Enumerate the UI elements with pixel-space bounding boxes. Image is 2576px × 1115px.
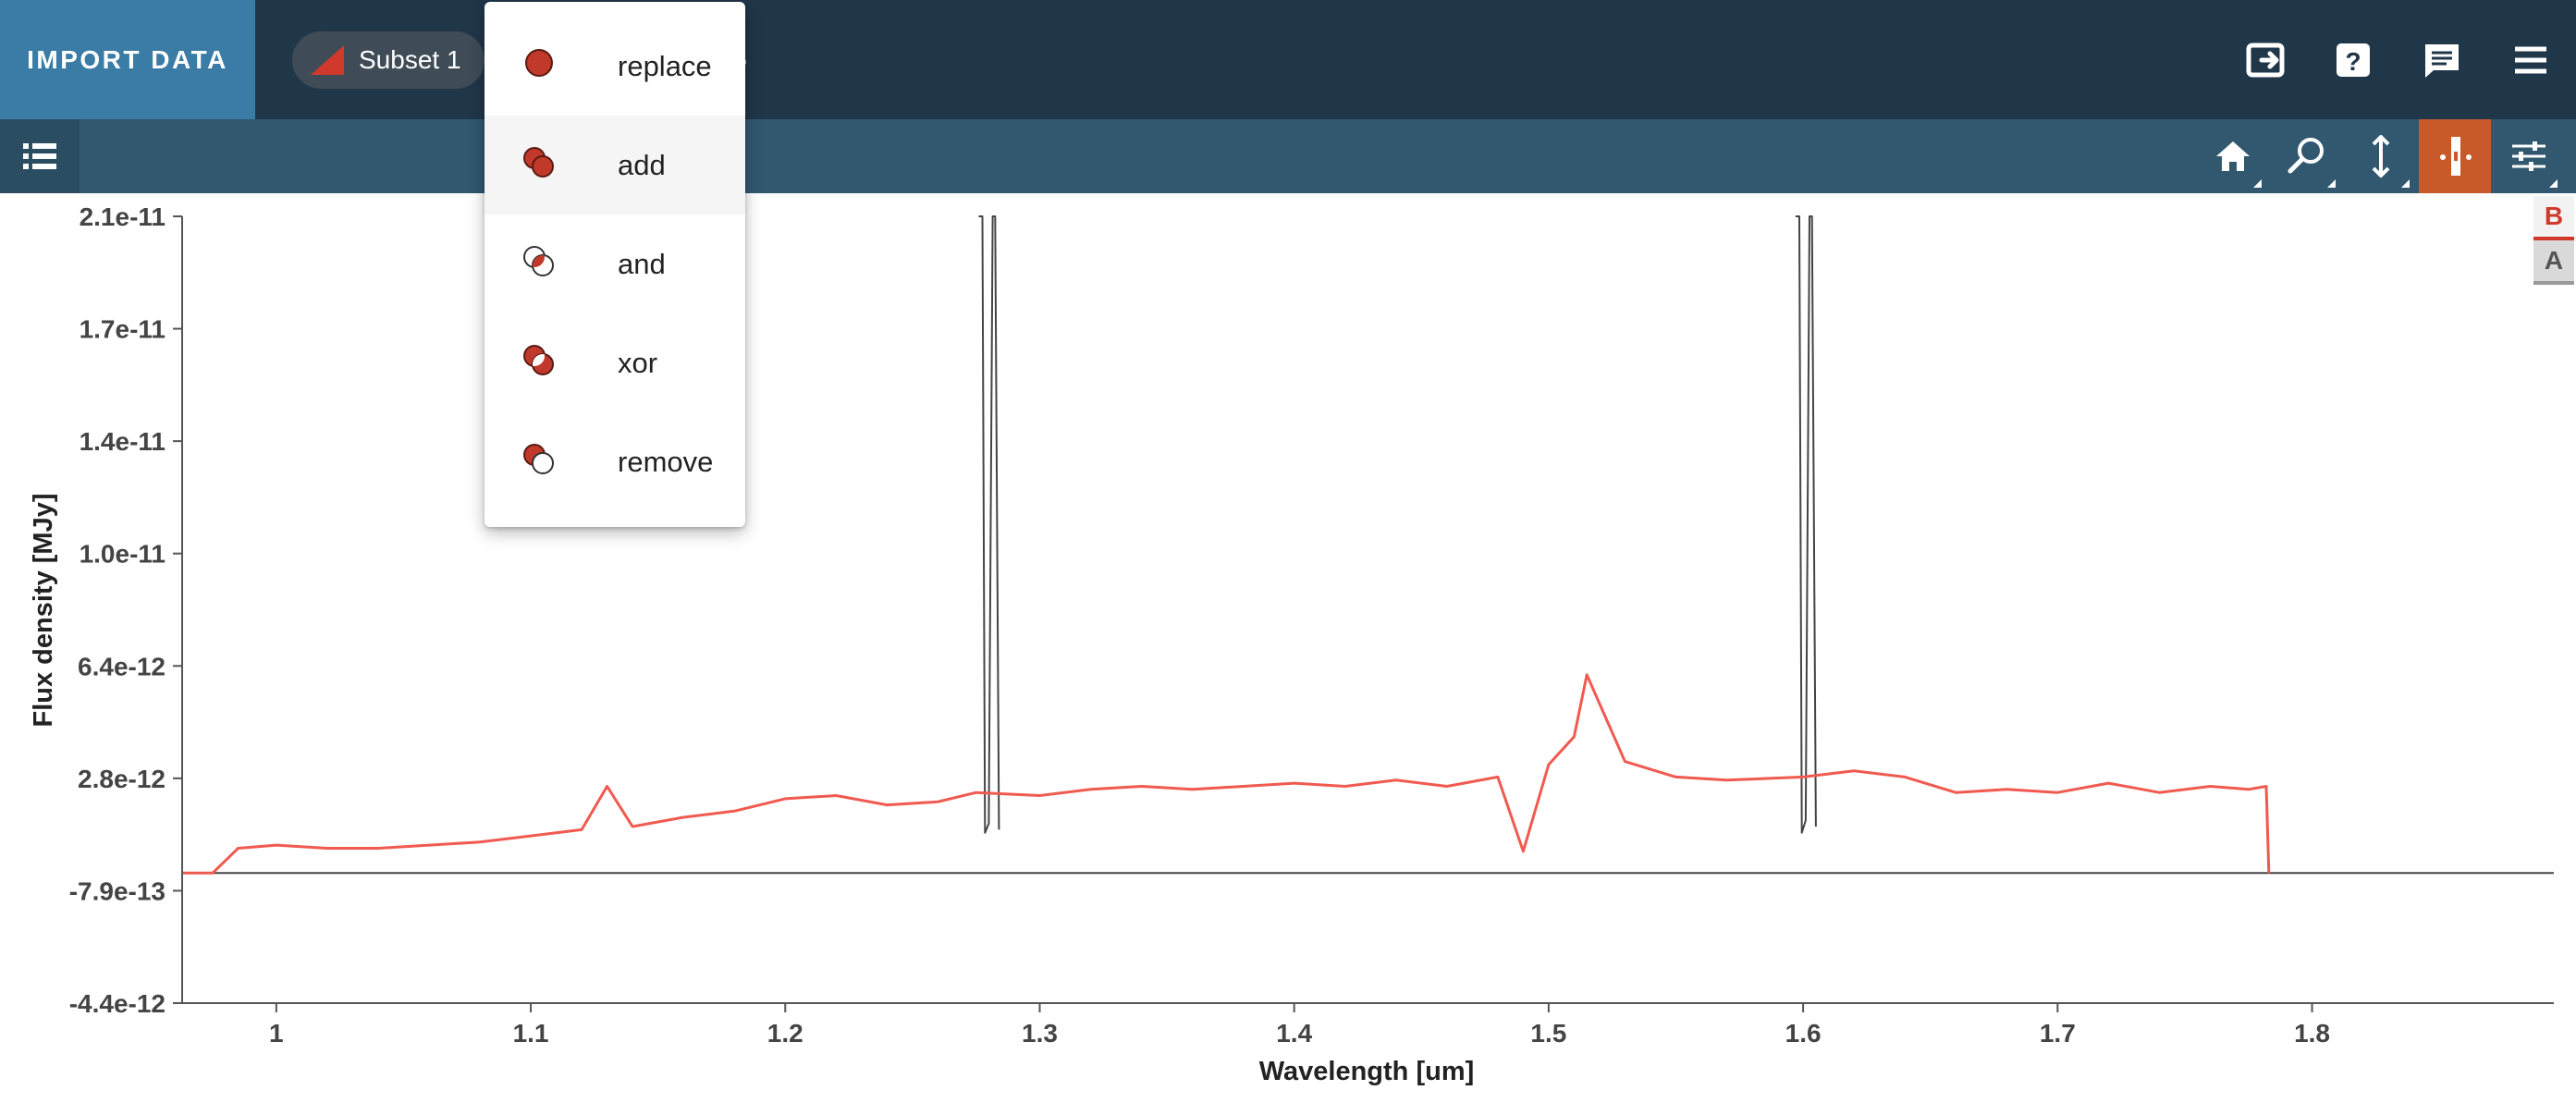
y-tick-label: -4.4e-12 (69, 989, 166, 1018)
x-tick-label: 1.3 (1022, 1019, 1058, 1048)
settings-tool-button[interactable] (2493, 119, 2565, 193)
data-spectrum-line (978, 215, 1000, 834)
app-bar: IMPORT DATA Subset 1 ? (0, 0, 2576, 119)
menu-item-and[interactable]: and (485, 214, 745, 313)
layers-list-icon (23, 143, 56, 169)
layer-badge-a[interactable]: A (2533, 240, 2574, 285)
y-tick-label: 2.1e-11 (80, 202, 166, 231)
add-mode-icon (523, 147, 554, 178)
subset-color-icon (311, 45, 344, 75)
y-tick-label: 1.4e-11 (80, 427, 166, 456)
layers-list-button[interactable] (0, 119, 80, 193)
spectral-region-tool-button[interactable] (2419, 119, 2491, 193)
remove-mode-icon (523, 444, 554, 474)
menu-icon[interactable] (2508, 37, 2554, 83)
menu-item-label: xor (618, 346, 658, 379)
subset-label: Subset 1 (359, 45, 461, 74)
y-tick-label: 1.0e-11 (80, 540, 166, 569)
help-icon[interactable]: ? (2330, 37, 2376, 83)
y-tick-label: 1.7e-11 (80, 315, 166, 344)
y-tick-label: -7.9e-13 (69, 876, 166, 905)
menu-item-remove[interactable]: remove (485, 412, 745, 511)
menu-item-replace[interactable]: replace (485, 17, 745, 116)
x-tick-label: 1.7 (2040, 1019, 2076, 1048)
x-axis-title: Wavelength [um] (1259, 1057, 1475, 1086)
menu-item-label: remove (618, 445, 714, 478)
x-tick-label: 1.1 (513, 1019, 549, 1048)
spectral-region-icon (2440, 137, 2472, 176)
x-tick-label: 1.5 (1530, 1019, 1566, 1048)
feedback-icon[interactable] (2419, 37, 2465, 83)
menu-item-label: add (618, 148, 666, 181)
vertical-pan-tool-button[interactable] (2345, 119, 2417, 193)
x-tick-label: 1.6 (1785, 1019, 1822, 1048)
subset-selector-chip[interactable]: Subset 1 (292, 31, 485, 89)
home-tool-button[interactable] (2197, 119, 2269, 193)
y-tick-label: 2.8e-12 (78, 765, 166, 793)
menu-item-label: replace (618, 49, 712, 82)
data-spectrum-line (1795, 215, 1817, 834)
zoom-tool-button[interactable] (2271, 119, 2343, 193)
and-mode-icon (523, 246, 554, 276)
svg-text:?: ? (2345, 47, 2361, 76)
spectrum-plot[interactable]: 2.1e-11 1.7e-11 1.4e-11 1.0e-11 6.4e-12 2.8e-… (0, 193, 2576, 1115)
menu-item-label: and (618, 247, 666, 280)
y-tick-label: 6.4e-12 (78, 652, 166, 680)
replace-mode-icon (525, 49, 553, 77)
subset-spectrum-line (182, 673, 2271, 875)
x-tick-label: 1.8 (2294, 1019, 2330, 1048)
import-data-button[interactable]: IMPORT DATA (0, 0, 255, 119)
layer-badge-b[interactable]: B (2533, 196, 2574, 240)
home-icon (2216, 141, 2250, 171)
y-axis-title: Flux density [MJy] (29, 494, 58, 728)
vertical-pan-icon (2372, 135, 2390, 178)
export-icon[interactable] (2243, 37, 2289, 83)
selection-mode-menu: replace add and xor (485, 2, 745, 527)
x-tick-label: 1 (269, 1019, 284, 1048)
menu-item-xor[interactable]: xor (485, 313, 745, 412)
menu-item-add[interactable]: add (485, 116, 745, 214)
viewer-toolbar (0, 119, 2576, 193)
x-tick-label: 1.4 (1276, 1019, 1312, 1048)
zoom-icon (2288, 138, 2324, 174)
xor-mode-icon (523, 345, 554, 375)
settings-sliders-icon (2512, 141, 2545, 171)
x-tick-label: 1.2 (767, 1019, 803, 1048)
